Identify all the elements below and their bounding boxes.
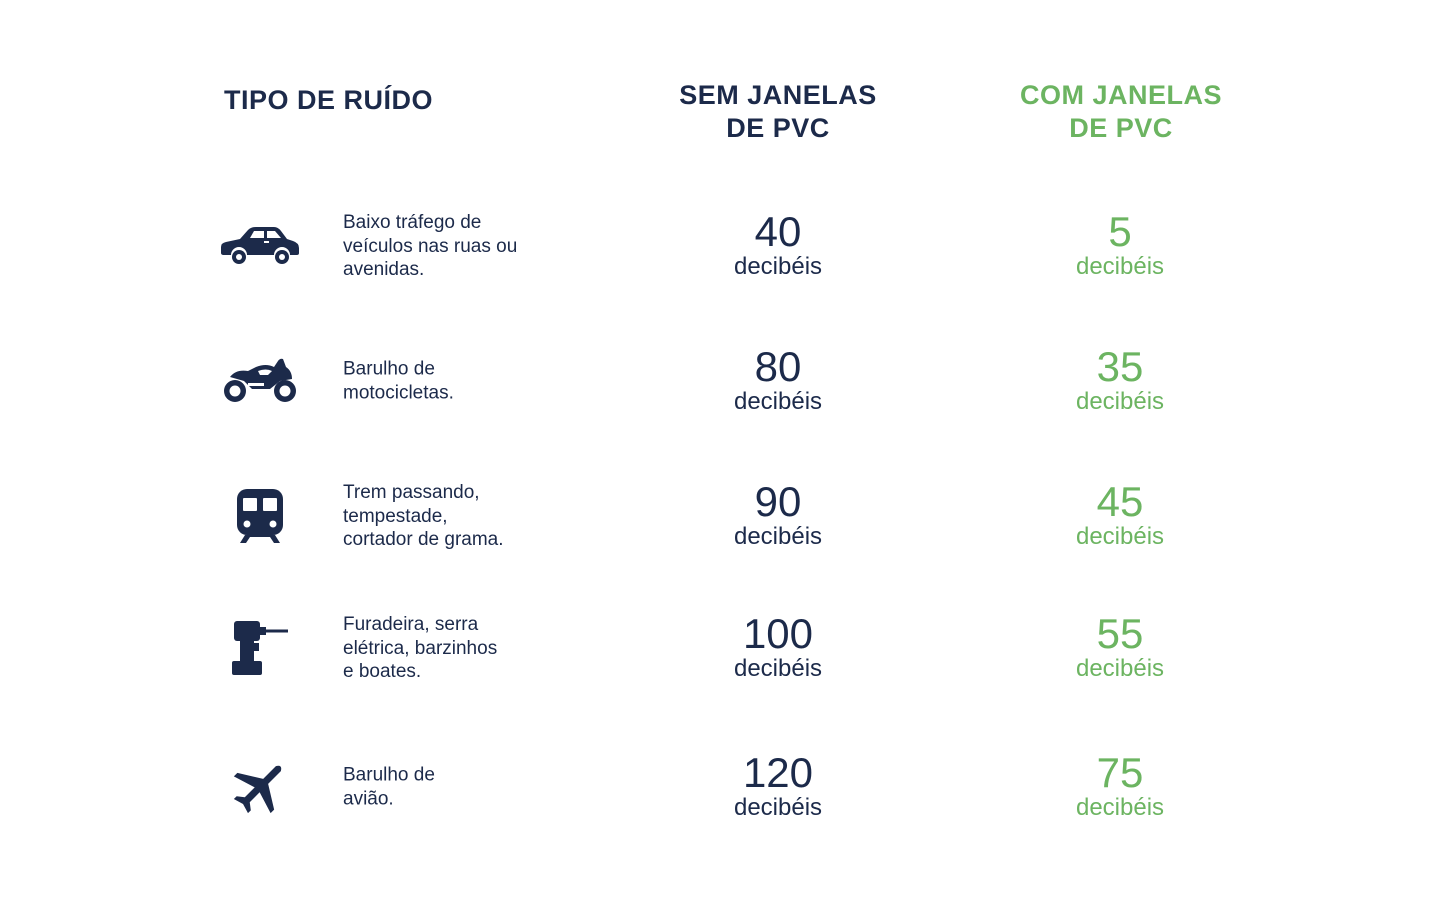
description-line: Barulho de — [343, 358, 435, 380]
value-with-pvc: 5 decibéis — [1010, 211, 1230, 281]
description-line: tempestade, — [343, 505, 448, 527]
description-line: e boates. — [343, 660, 422, 682]
description-line: avenidas. — [343, 258, 425, 280]
decibel-number: 45 — [1096, 478, 1144, 525]
column-header-without-pvc-line2: DE PVC — [726, 113, 830, 143]
value-with-pvc: 35 decibéis — [1010, 346, 1230, 416]
drill-icon — [218, 613, 302, 683]
airplane-icon — [218, 752, 302, 822]
table-row: Barulho de motocicletas. 80 decibéis 35 … — [0, 321, 1444, 441]
column-header-with-pvc-line1: COM JANELAS — [1019, 80, 1222, 110]
decibel-unit: decibéis — [1075, 523, 1165, 550]
value-with-pvc: 75 decibéis — [1010, 752, 1230, 822]
decibel-unit: decibéis — [733, 388, 823, 415]
description-line: Furadeira, serra — [343, 613, 479, 635]
table-row: Trem passando, tempestade, cortador de g… — [0, 456, 1444, 576]
decibel-number: 35 — [1096, 343, 1144, 390]
decibel-unit: decibéis — [1075, 388, 1165, 415]
description-line: motocicletas. — [343, 382, 454, 403]
decibel-number: 75 — [1096, 749, 1144, 796]
value-without-pvc: 120 decibéis — [668, 752, 888, 822]
column-header-noise-type: TIPO DE RUÍDO — [224, 85, 434, 115]
decibel-number: 100 — [742, 610, 814, 657]
description-line: elétrica, barzinhos — [343, 637, 498, 659]
decibel-unit: decibéis — [733, 655, 823, 682]
description-line: cortador de grama. — [343, 528, 504, 550]
value-without-pvc: 40 decibéis — [668, 211, 888, 281]
value-without-pvc: 100 decibéis — [668, 613, 888, 683]
car-icon — [218, 211, 302, 281]
decibel-number: 120 — [742, 749, 814, 796]
column-header-without-pvc-line1: SEM JANELAS — [679, 80, 877, 110]
decibel-number: 55 — [1096, 610, 1144, 657]
value-with-pvc: 45 decibéis — [1010, 481, 1230, 551]
description-line: veículos nas ruas ou — [343, 235, 518, 257]
decibel-number: 80 — [754, 343, 802, 390]
value-without-pvc: 90 decibéis — [668, 481, 888, 551]
column-header-with-pvc-line2: DE PVC — [1069, 113, 1173, 143]
decibel-unit: decibéis — [1075, 253, 1165, 280]
decibel-number: 90 — [754, 478, 802, 525]
table-row: Barulho de avião. 120 decibéis 75 decibé… — [0, 727, 1444, 847]
motorcycle-icon — [218, 346, 302, 416]
column-header-without-pvc: SEM JANELAS DE PVC — [648, 79, 908, 145]
decibel-unit: decibéis — [1075, 655, 1165, 682]
column-header-with-pvc: COM JANELAS DE PVC — [991, 79, 1251, 145]
description-line: Trem passando, — [343, 481, 480, 503]
noise-description: Trem passando, tempestade, cortador de g… — [343, 481, 553, 552]
decibel-unit: decibéis — [733, 523, 823, 550]
decibel-unit: decibéis — [1075, 794, 1165, 821]
decibel-number: 5 — [1108, 208, 1132, 255]
decibel-unit: decibéis — [733, 794, 823, 821]
noise-description: Baixo tráfego de veículos nas ruas ou av… — [343, 211, 553, 282]
description-line: avião. — [343, 788, 394, 809]
decibel-unit: decibéis — [733, 253, 823, 280]
description-line: Barulho de — [343, 764, 435, 786]
noise-description: Furadeira, serra elétrica, barzinhos e b… — [343, 613, 553, 684]
train-icon — [218, 481, 302, 551]
description-line: Baixo tráfego de — [343, 211, 482, 233]
noise-description: Barulho de motocicletas. — [343, 358, 553, 405]
table-row: Baixo tráfego de veículos nas ruas ou av… — [0, 186, 1444, 306]
noise-description: Barulho de avião. — [343, 764, 553, 811]
table-row: Furadeira, serra elétrica, barzinhos e b… — [0, 588, 1444, 708]
decibel-number: 40 — [754, 208, 802, 255]
value-without-pvc: 80 decibéis — [668, 346, 888, 416]
value-with-pvc: 55 decibéis — [1010, 613, 1230, 683]
